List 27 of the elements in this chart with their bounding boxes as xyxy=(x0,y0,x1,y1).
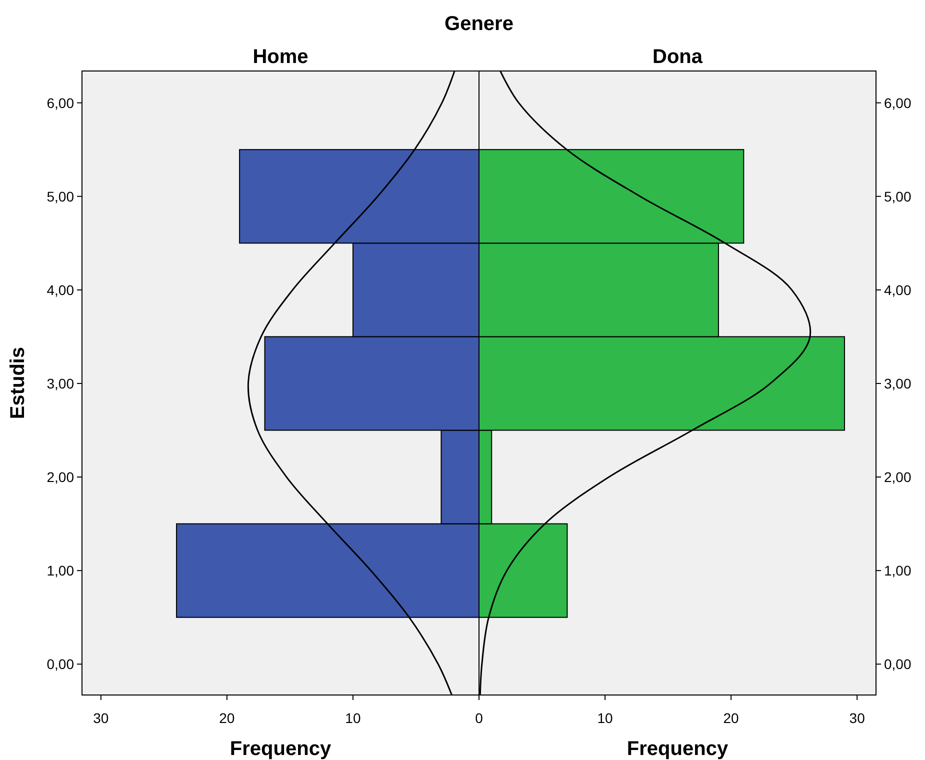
y-tick-label: 6,00 xyxy=(884,94,912,111)
y-tick-label: 6,00 xyxy=(46,94,74,111)
chart-title: Dona xyxy=(652,46,704,68)
y-axis-title: Estudis xyxy=(7,346,29,420)
y-tick-label: 3,00 xyxy=(46,375,74,392)
text: Genere xyxy=(444,13,514,35)
x-axis-title: Frequency xyxy=(230,738,332,760)
y-tick-label: 2,00 xyxy=(884,469,912,486)
y-tick-label: 0,00 xyxy=(884,656,912,672)
x-tick-label: 10 xyxy=(345,710,361,726)
y-tick-label: 1,00 xyxy=(46,562,74,579)
x-tick-label: 10 xyxy=(597,710,614,726)
y-tick-label: 5,00 xyxy=(46,188,74,204)
y-tick-label: 2,00 xyxy=(46,469,74,486)
y-tick-label: 0,00 xyxy=(46,656,74,672)
x-tick-label: 0 xyxy=(475,710,484,726)
x-axis-title: Frequency xyxy=(626,738,729,760)
x-tick-label: 30 xyxy=(93,710,109,726)
y-tick-label: 5,00 xyxy=(884,188,912,204)
x-tick-label: 20 xyxy=(723,710,740,726)
y-tick-label: 1,00 xyxy=(884,562,912,579)
y-tick-label: 4,00 xyxy=(46,282,74,298)
x-tick-label: 30 xyxy=(849,710,866,726)
y-tick-label: 3,00 xyxy=(884,375,912,392)
x-tick-label: 20 xyxy=(219,710,235,726)
chart-title: Home xyxy=(252,46,308,68)
y-tick-label: 4,00 xyxy=(884,282,912,298)
